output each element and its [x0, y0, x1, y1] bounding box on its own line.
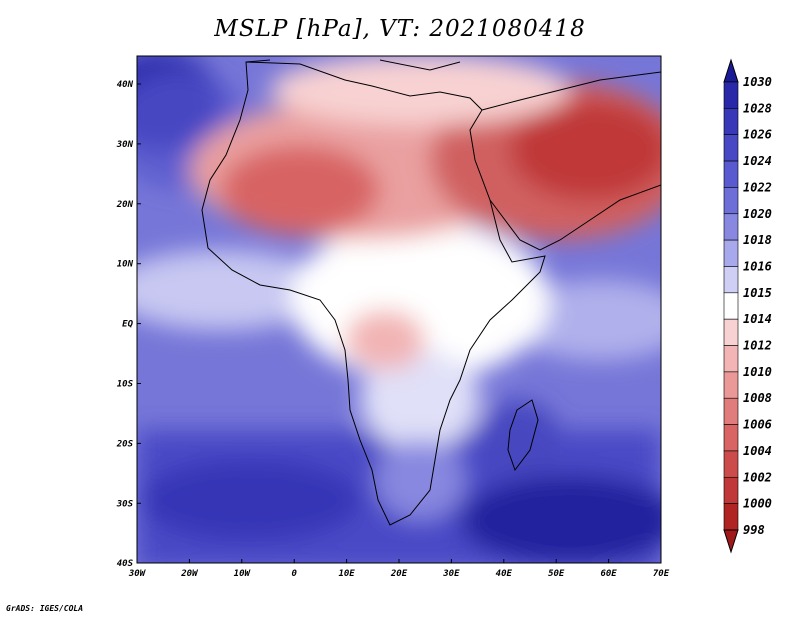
colorbar-swatch [723, 318, 739, 346]
longitude-axis: 30W 20W 10W 0 10E 20E 30E 40E 50E 60E 70E [128, 559, 670, 579]
lat-tick-label: 10S [117, 380, 134, 390]
colorbar-swatch [723, 239, 739, 267]
coastlines [201, 59, 661, 526]
lon-tick-label: 20W [180, 569, 199, 579]
colorbar-swatch [723, 476, 739, 504]
colorbar-label: 1012 [743, 339, 772, 353]
latitude-axis: 40N 30N 20N 10N EQ 10S 20S 30S 40S [116, 80, 141, 569]
colorbar-swatch [723, 292, 739, 320]
colorbar-label: 1016 [743, 259, 772, 273]
lat-tick-label: 10N [117, 260, 134, 270]
colorbar-swatch [723, 187, 739, 215]
lon-tick-label: 60E [600, 569, 617, 579]
colorbar-label: 1015 [743, 286, 772, 300]
lat-tick-label: 30N [116, 140, 134, 150]
colorbar-swatch [723, 345, 739, 373]
lon-tick-label: 0 [291, 569, 297, 579]
colorbar-swatch [723, 81, 739, 109]
lat-tick-label: 20S [116, 439, 134, 449]
colorbar: 1030 1028 1026 1024 1022 1020 1018 1016 1015 1014… [723, 58, 772, 554]
colorbar-label: 1008 [743, 391, 772, 405]
colorbar-label: 1024 [743, 154, 772, 168]
lon-tick-label: 70E [653, 569, 670, 579]
lon-tick-label: 30E [442, 569, 460, 579]
lat-tick-label: EQ [122, 320, 133, 330]
lon-tick-label: 10E [338, 569, 355, 579]
colorbar-label: 1002 [743, 470, 772, 484]
colorbar-label: 1030 [743, 75, 772, 89]
colorbar-label: 1020 [743, 207, 772, 221]
lon-tick-label: 10W [234, 569, 252, 579]
colorbar-swatch [723, 213, 739, 241]
colorbar-label: 1000 [743, 497, 772, 511]
colorbar-top-arrow [723, 58, 739, 83]
colorbar-label: 1014 [743, 312, 772, 326]
pressure-field [137, 56, 661, 563]
colorbar-label: 1018 [743, 233, 772, 247]
lat-tick-label: 20N [116, 200, 134, 210]
lon-tick-label: 20E [390, 569, 408, 579]
colorbar-swatch [723, 397, 739, 425]
colorbar-label: 1010 [743, 365, 772, 379]
lat-tick-label: 30S [116, 499, 134, 509]
colorbar-label: 998 [743, 523, 765, 537]
colorbar-swatch [723, 371, 739, 399]
lat-tick-label: 40N [117, 80, 134, 90]
colorbar-swatch [723, 108, 739, 136]
lon-tick-label: 40E [496, 569, 513, 579]
colorbar-swatch [723, 134, 739, 162]
grads-credit: GrADS: IGES/COLA [6, 604, 84, 613]
colorbar-label: 1028 [743, 101, 772, 115]
colorbar-swatch [723, 450, 739, 478]
colorbar-swatch [723, 424, 739, 452]
lon-tick-label: 30W [128, 569, 147, 579]
colorbar-label: 1026 [743, 128, 772, 142]
colorbar-label: 1006 [743, 418, 772, 432]
colorbar-bottom-arrow [723, 529, 739, 554]
colorbar-swatch [723, 503, 739, 531]
map-title: MSLP [hPa], VT: 2021080418 [214, 16, 586, 42]
colorbar-swatch [723, 160, 739, 188]
lon-tick-label: 50E [548, 569, 565, 579]
colorbar-swatch [723, 266, 739, 294]
lat-tick-label: 40S [117, 559, 134, 569]
colorbar-label: 1004 [743, 444, 772, 458]
colorbar-label: 1022 [743, 180, 772, 194]
